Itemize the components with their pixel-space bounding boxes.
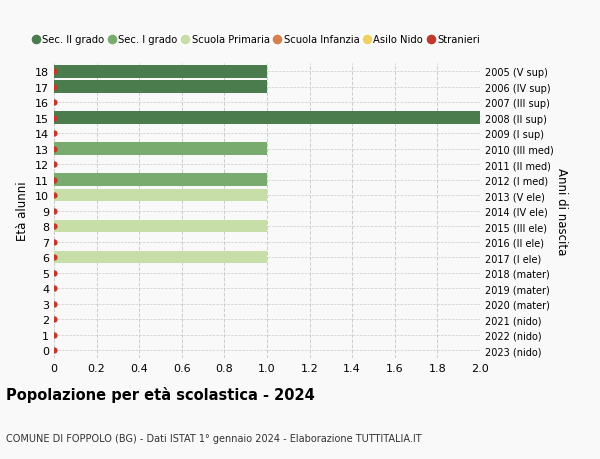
Bar [54,251,267,264]
Y-axis label: Età alunni: Età alunni [16,181,29,241]
Text: Popolazione per età scolastica - 2024: Popolazione per età scolastica - 2024 [6,386,315,403]
Bar [54,143,267,156]
Bar [54,220,267,233]
Legend: Sec. II grado, Sec. I grado, Scuola Primaria, Scuola Infanzia, Asilo Nido, Stran: Sec. II grado, Sec. I grado, Scuola Prim… [29,31,484,49]
Text: COMUNE DI FOPPOLO (BG) - Dati ISTAT 1° gennaio 2024 - Elaborazione TUTTITALIA.IT: COMUNE DI FOPPOLO (BG) - Dati ISTAT 1° g… [6,433,422,442]
Bar [54,174,267,186]
Bar [54,112,480,125]
Bar [54,81,267,94]
Bar [54,66,267,78]
Y-axis label: Anni di nascita: Anni di nascita [554,168,568,255]
Bar [54,190,267,202]
